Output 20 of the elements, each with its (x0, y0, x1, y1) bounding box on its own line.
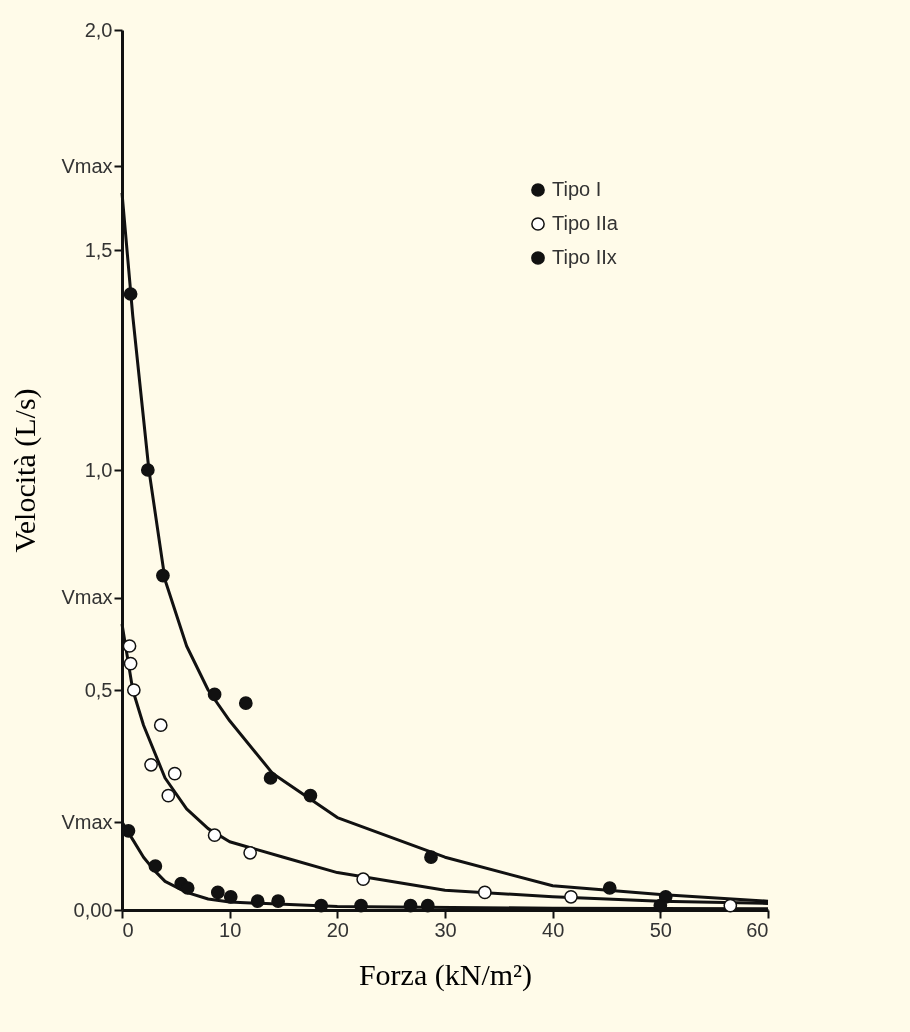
x-tick-label: 20 (326, 918, 349, 941)
x-tick-label: 10 (219, 918, 242, 941)
legend-label: Tipo I (552, 178, 602, 200)
x-tick-label: 0 (122, 918, 134, 941)
y-tick-label: 2,0 (84, 18, 113, 41)
y-tick-label: Vmax (61, 586, 113, 609)
y-tick-label: Vmax (61, 810, 113, 833)
y-axis-title: Velocità (L/s) (8, 388, 43, 553)
y-tick-label: 1,0 (84, 458, 113, 481)
y-tick-label: Vmax (61, 154, 113, 177)
x-axis-title: Forza (kN/m²) (358, 957, 533, 992)
y-tick-label: 0,00 (73, 898, 113, 921)
y-tick-label: 1,5 (84, 238, 113, 261)
x-tick-label: 60 (746, 918, 769, 941)
x-tick-label: 50 (649, 918, 672, 941)
legend-label: Tipo IIa (552, 212, 619, 234)
x-tick-label: 30 (434, 918, 457, 941)
legend-label: Tipo IIx (552, 246, 617, 268)
y-tick-label: 0,5 (84, 678, 113, 701)
x-tick-label: 40 (542, 918, 565, 941)
